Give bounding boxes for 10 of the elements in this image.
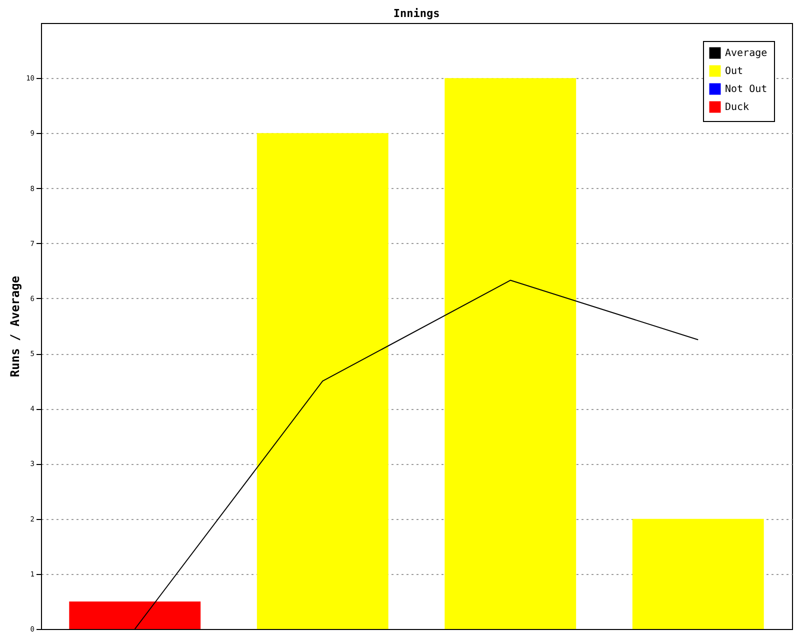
legend-label: Not Out [725, 84, 768, 95]
chart-title: Innings [393, 7, 440, 20]
bar [256, 133, 388, 629]
bar [69, 601, 201, 629]
bar [444, 78, 576, 629]
legend-label: Duck [725, 102, 750, 113]
y-axis-title: Runs / Average [8, 276, 22, 378]
bar [632, 518, 764, 629]
legend-label: Out [725, 66, 744, 77]
legend-label: Average [725, 48, 768, 59]
